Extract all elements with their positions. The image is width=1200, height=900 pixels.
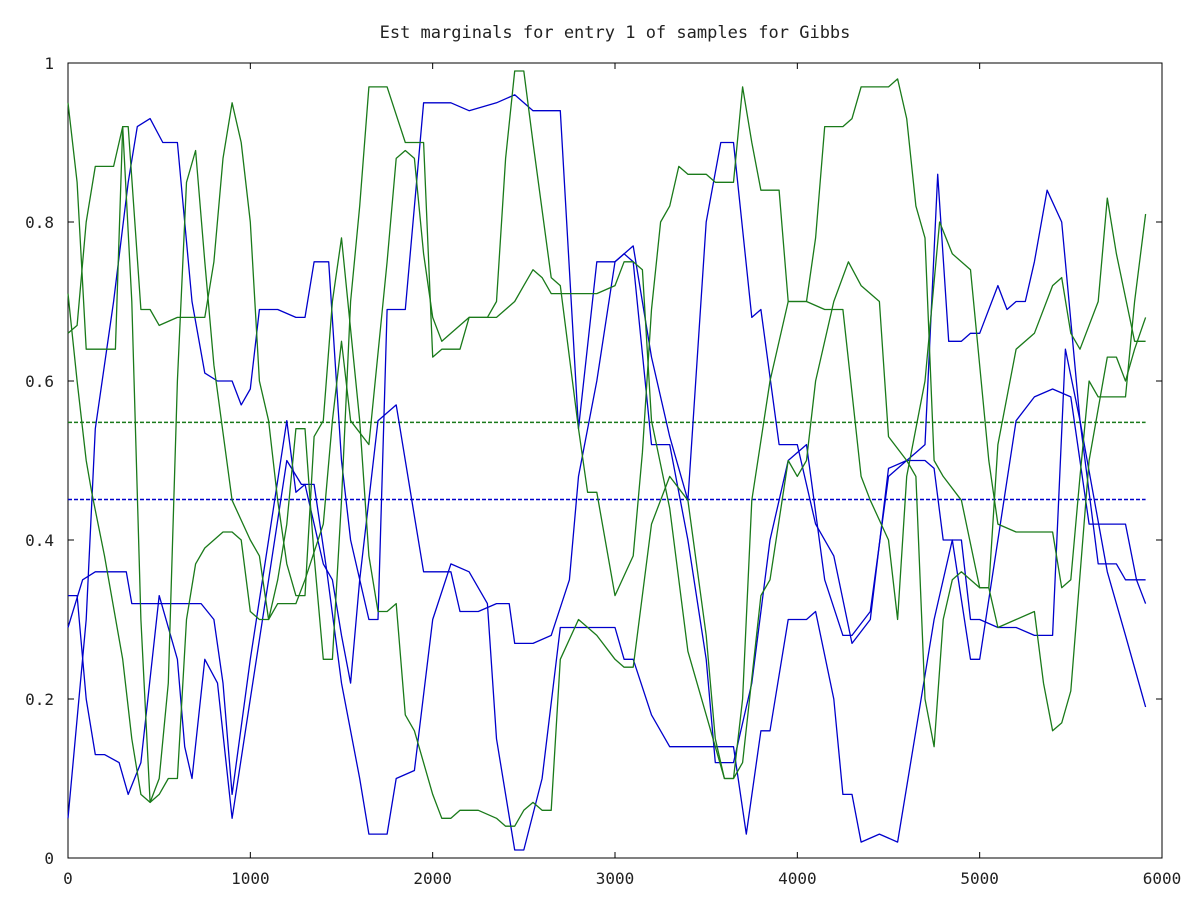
- x-tick-label: 2000: [413, 869, 452, 888]
- x-tick-label: 6000: [1143, 869, 1182, 888]
- plot-frame: [67, 62, 1163, 859]
- reference-lines: [68, 421, 1146, 501]
- y-tick-label: 0.2: [25, 690, 54, 709]
- y-tick-label: 0.6: [25, 372, 54, 391]
- x-tick-label: 0: [63, 869, 73, 888]
- y-tick-label: 0.8: [25, 213, 54, 232]
- series-line: [68, 388, 1147, 851]
- series-line: [67, 70, 1146, 804]
- x-axis: 0 1000 2000 3000 4000 5000 6000: [63, 63, 1181, 888]
- chart-title: Est marginals for entry 1 of samples for…: [380, 23, 851, 43]
- x-tick-label: 5000: [960, 869, 999, 888]
- series-line: [67, 253, 1146, 796]
- plot-area: [67, 62, 1163, 859]
- x-tick-label: 3000: [596, 869, 635, 888]
- series-line: [67, 94, 1147, 819]
- series-lines: [67, 70, 1147, 851]
- y-tick-label: 0.4: [25, 531, 54, 550]
- series-line: [67, 102, 1147, 827]
- x-tick-label: 1000: [231, 869, 270, 888]
- x-tick-label: 4000: [778, 869, 817, 888]
- series-line: [67, 86, 1147, 804]
- y-tick-label: 1: [44, 54, 54, 73]
- y-tick-label: 0: [44, 849, 54, 868]
- y-axis: 0 0.2 0.4 0.6 0.8 1: [25, 54, 1162, 868]
